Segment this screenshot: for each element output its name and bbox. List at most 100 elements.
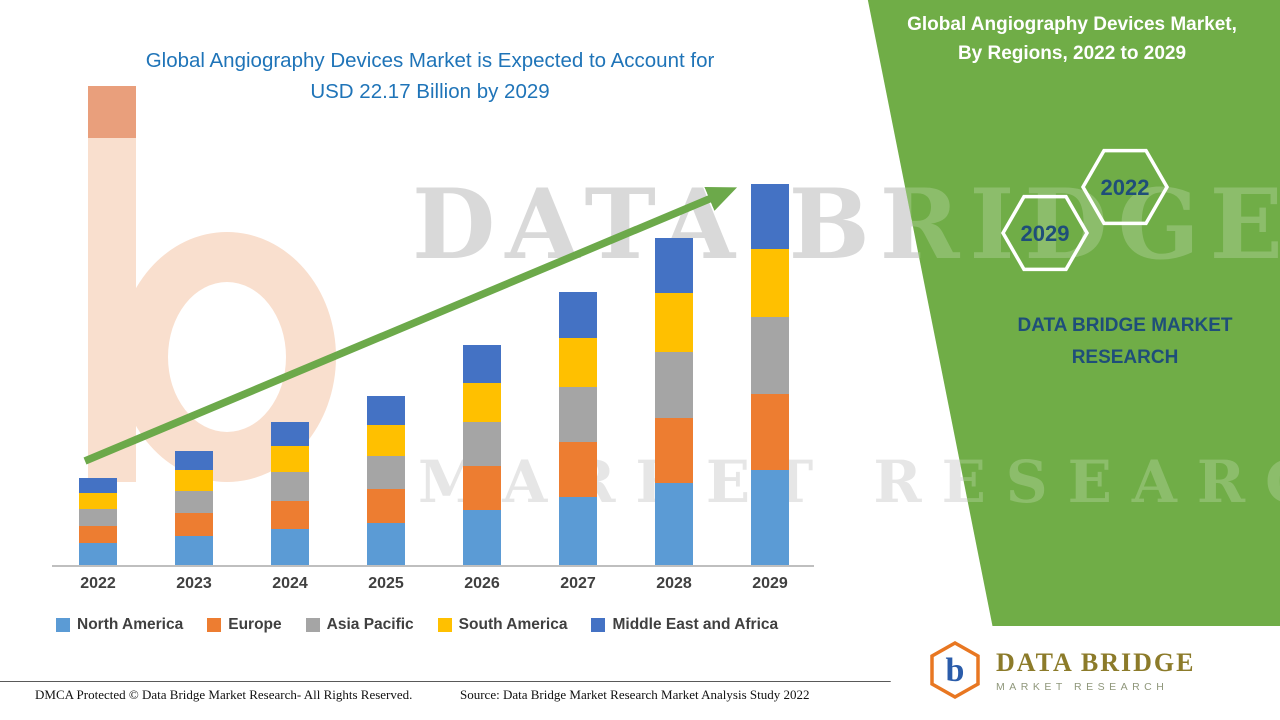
badge-2029-label: 2029 [1021, 221, 1070, 246]
segment-europe-2025 [367, 489, 405, 523]
legend-label: Asia Pacific [326, 616, 414, 633]
segment-south-america-2024 [271, 446, 309, 473]
segment-asia-pacific-2023 [175, 490, 213, 514]
chart-legend: North America Europe Asia Pacific South Ame… [56, 616, 778, 634]
svg-text:b: b [946, 652, 965, 689]
segment-europe-2026 [463, 466, 501, 511]
bar-column-2024 [242, 138, 338, 565]
brand-line2: RESEARCH [1071, 347, 1179, 368]
bar-stack-2027 [559, 291, 597, 565]
logo-box: b DATA BRIDGE MARKET RESEARCH [876, 626, 1280, 720]
segment-north-america-2023 [175, 536, 213, 565]
watermark-logo-square [88, 86, 136, 142]
footer-dmca-text: DMCA Protected © Data Bridge Market Rese… [35, 687, 413, 702]
segment-south-america-2025 [367, 425, 405, 456]
x-label-2028: 2028 [656, 575, 692, 592]
watermark-text-line1-on-green: DATA BRIDGE [412, 168, 1280, 281]
legend-item-north-america: North America [56, 616, 183, 634]
bar-chart [50, 138, 818, 565]
chart-title: Global Angiography Devices Market is Exp… [30, 45, 830, 107]
segment-europe-2022 [79, 525, 117, 544]
segment-asia-pacific-2026 [463, 422, 501, 467]
brand-line1: DATA BRIDGE MARKET [1017, 315, 1233, 336]
panel-title-line2: By Regions, 2022 to 2029 [957, 43, 1187, 64]
bar-column-2027 [530, 138, 626, 565]
footer-divider [0, 681, 1280, 682]
segment-middle-east-and-africa-2025 [367, 396, 405, 426]
x-label-2024: 2024 [272, 575, 308, 592]
footer-source-text: Source: Data Bridge Market Research Mark… [460, 687, 810, 702]
legend-swatch-north-america [56, 618, 70, 632]
logo-text-block: DATA BRIDGE MARKET RESEARCH [996, 648, 1195, 693]
segment-middle-east-and-africa-2023 [175, 450, 213, 470]
legend-item-middle-east-and-africa: Middle East and Africa [591, 616, 778, 634]
x-label-2022: 2022 [80, 575, 116, 592]
segment-europe-2028 [655, 417, 693, 484]
segment-asia-pacific-2028 [655, 352, 693, 418]
bar-stack-2029 [751, 183, 789, 565]
bar-column-2025 [338, 138, 434, 565]
segment-asia-pacific-2024 [271, 472, 309, 501]
logo-title: DATA BRIDGE [996, 647, 1196, 677]
bar-stack-2025 [367, 396, 405, 565]
segment-middle-east-and-africa-2024 [271, 422, 309, 447]
segment-middle-east-and-africa-2026 [463, 345, 501, 383]
segment-south-america-2028 [655, 293, 693, 353]
legend-label: Middle East and Africa [612, 616, 779, 633]
x-axis-labels: 2022 2023 2024 2025 2026 2027 2028 2029 [50, 575, 818, 593]
x-label-2023: 2023 [176, 575, 212, 592]
segment-middle-east-and-africa-2029 [751, 183, 789, 249]
bar-stack-2028 [655, 237, 693, 565]
segment-north-america-2027 [559, 496, 597, 565]
logo-hexagon-icon: b [930, 640, 980, 700]
segment-middle-east-and-africa-2027 [559, 291, 597, 338]
panel-title: Global Angiography Devices Market, By Re… [872, 10, 1272, 68]
chart-title-line2: USD 22.17 Billion by 2029 [310, 80, 550, 103]
segment-south-america-2029 [751, 248, 789, 318]
x-label-2026: 2026 [464, 575, 500, 592]
bar-column-2023 [146, 138, 242, 565]
x-axis-line [52, 565, 814, 567]
legend-swatch-europe [207, 618, 222, 632]
brand-text: DATA BRIDGE MARKET RESEARCH [960, 310, 1280, 374]
hexagon-badge-2029 [1000, 194, 1090, 272]
bar-stack-2026 [463, 345, 501, 565]
legend-item-europe: Europe [207, 616, 282, 634]
chart-title-line1: Global Angiography Devices Market is Exp… [145, 49, 715, 72]
segment-north-america-2024 [271, 529, 309, 565]
bar-stack-2023 [175, 450, 213, 565]
legend-label: South America [458, 616, 568, 633]
data-bridge-logo: b DATA BRIDGE MARKET RESEARCH [928, 640, 1195, 700]
segment-south-america-2022 [79, 492, 117, 509]
badge-2022-label: 2022 [1101, 175, 1150, 200]
year-badges: 2029 2022 [1000, 148, 1170, 272]
segment-south-america-2027 [559, 337, 597, 388]
x-label-2025: 2025 [368, 575, 404, 592]
panel-title-line1: Global Angiography Devices Market, [907, 14, 1237, 35]
segment-europe-2027 [559, 441, 597, 497]
segment-europe-2024 [271, 500, 309, 530]
segment-south-america-2026 [463, 382, 501, 423]
bar-stack-2024 [271, 422, 309, 565]
legend-label: North America [77, 616, 184, 633]
logo-subtitle: MARKET RESEARCH [996, 680, 1169, 693]
segment-south-america-2023 [175, 469, 213, 491]
legend-label: Europe [228, 616, 282, 633]
legend-item-south-america: South America [437, 616, 568, 634]
segment-middle-east-and-africa-2022 [79, 478, 117, 493]
segment-north-america-2025 [367, 522, 405, 565]
legend-swatch-asia-pacific [305, 618, 320, 632]
x-label-2027: 2027 [560, 575, 596, 592]
legend-swatch-south-america [437, 618, 452, 632]
segment-north-america-2026 [463, 510, 501, 565]
bar-column-2029 [722, 138, 818, 565]
legend-swatch-middle-east-and-africa [591, 618, 606, 632]
segment-europe-2023 [175, 513, 213, 537]
segment-asia-pacific-2025 [367, 455, 405, 490]
segment-asia-pacific-2027 [559, 387, 597, 442]
bar-column-2022 [50, 138, 146, 565]
segment-north-america-2028 [655, 483, 693, 565]
x-label-2029: 2029 [752, 575, 788, 592]
segment-north-america-2029 [751, 469, 789, 565]
